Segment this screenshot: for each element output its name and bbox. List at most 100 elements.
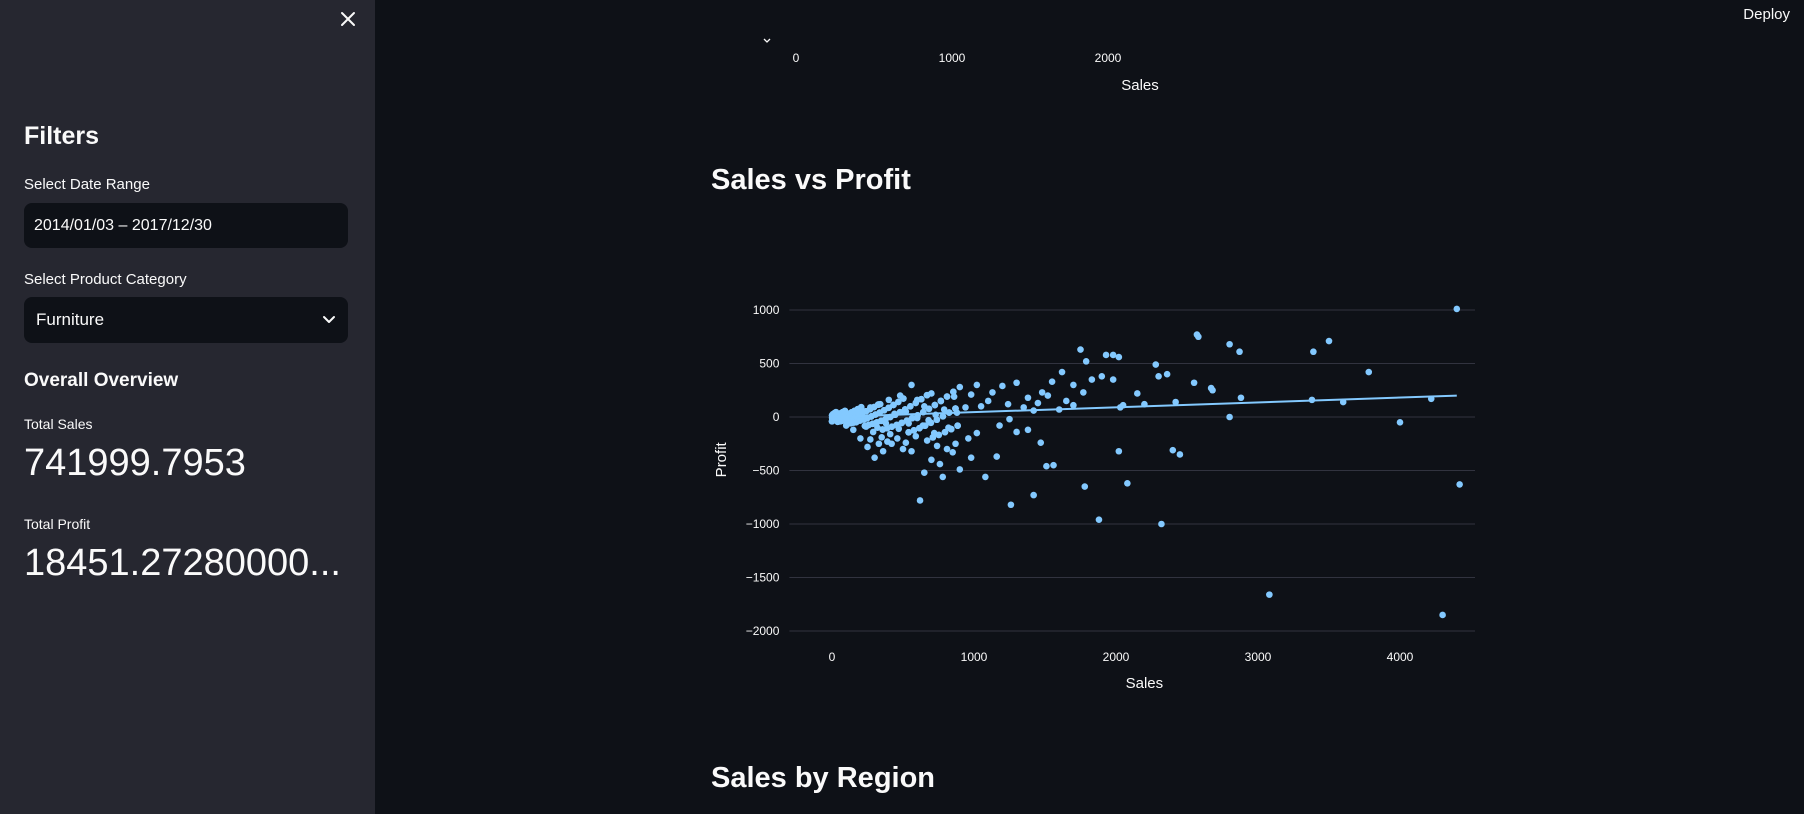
scatter-point [1109, 376, 1117, 383]
scatter-point [933, 416, 941, 424]
scatter-point [1013, 428, 1020, 436]
scatter-point [933, 442, 941, 450]
scatter-point [869, 428, 877, 436]
scatter-point [918, 395, 925, 403]
scatter-point [908, 381, 915, 389]
scatter-point [923, 391, 931, 399]
scatter-point [1063, 397, 1070, 405]
sales-vs-profit-chart: 1000 500 0 −500 −1000 −1500 −2000 0 1000 2000 3000… [713, 303, 1475, 692]
scatter-point [905, 429, 912, 436]
scatter-point [928, 456, 935, 464]
date-range-input[interactable]: 2014/01/03 – 2017/12/30 [24, 203, 348, 248]
scatter-point [950, 388, 957, 396]
scatter-point [873, 419, 881, 426]
scatter-point [1266, 591, 1273, 598]
scatter-point [884, 438, 891, 445]
sales-vs-profit-title: Sales vs Profit [711, 164, 911, 196]
scatter-point [1006, 415, 1013, 423]
scatter-point [898, 419, 905, 427]
scatter-point [1115, 353, 1123, 361]
scatter-point [1365, 368, 1373, 376]
x-axis-label: Sales [1126, 675, 1164, 692]
scatter-point [1058, 368, 1066, 376]
trendline [831, 394, 1457, 418]
scatter-point [1152, 361, 1160, 368]
scatter-point [893, 421, 900, 429]
close-sidebar-button[interactable] [335, 6, 361, 32]
scatter-point [936, 460, 944, 468]
x-tick-label: 3000 [1245, 650, 1272, 664]
scatter-point [939, 413, 947, 420]
chevron-small-icon [763, 38, 771, 43]
scatter-point [962, 404, 969, 411]
deploy-button[interactable]: Deploy [1743, 6, 1790, 23]
scatter-point [1044, 392, 1052, 399]
total-profit-label: Total Profit [24, 516, 91, 532]
scatter-point [943, 393, 951, 400]
scatter-point [899, 445, 907, 453]
date-range-label: Select Date Range [24, 176, 150, 193]
main-content: Deploy 0 1000 2000 3000 4000 Sales Sales vs P… [375, 0, 1804, 814]
scatter-point [1109, 351, 1117, 359]
scatter-point [874, 401, 882, 408]
y-tick-label: 0 [773, 410, 780, 424]
y-tick-label: −1000 [746, 517, 780, 531]
scatter-point [864, 443, 871, 451]
scatter-point [1134, 390, 1141, 397]
scatter-point [1070, 401, 1077, 409]
scatter-point [954, 422, 961, 430]
scatter-point [885, 396, 893, 404]
category-select[interactable]: Furniture [24, 297, 348, 343]
scatter-point [1048, 378, 1056, 385]
scatter-point [1325, 337, 1333, 345]
scatter-point [956, 383, 964, 391]
top-chart-x-tick: 2000 [1095, 51, 1122, 65]
scatter-point [903, 417, 911, 424]
scatter-point [1226, 340, 1233, 348]
scatter-point [1077, 346, 1084, 353]
scatter-point [984, 397, 992, 405]
scatter-point [912, 399, 920, 407]
scatter-point [921, 469, 928, 476]
close-icon [341, 12, 355, 26]
scatter-point [965, 435, 972, 442]
scatter-point [832, 408, 840, 416]
scatter-point [967, 391, 975, 398]
scatter-point [1176, 451, 1184, 458]
scatter-point [967, 454, 975, 461]
scatter-point [929, 434, 937, 441]
scatter-point [1396, 419, 1404, 426]
x-tick-label: 2000 [1103, 650, 1130, 664]
total-profit-value: 18451.27280000... [24, 542, 341, 584]
scatter-point [996, 422, 1003, 429]
x-tick-label: 0 [829, 650, 836, 664]
scatter-point [1158, 520, 1165, 528]
scatter-point [1207, 384, 1215, 392]
top-chart-x-label: Sales [1121, 77, 1159, 94]
scatter-point [1155, 373, 1162, 380]
scatter-point [977, 403, 985, 410]
scatter-point [1050, 461, 1057, 469]
scatter-point [939, 473, 947, 481]
top-chart-chevron [762, 32, 772, 43]
scatter-point [1237, 394, 1245, 402]
scatter-point [952, 440, 959, 448]
y-tick-label: −500 [752, 464, 779, 478]
scatter-point [921, 422, 929, 429]
scatter-point [1082, 358, 1090, 365]
scatter-point [950, 393, 958, 400]
top-chart-x-tick: 0 [793, 51, 800, 65]
scatter-point [857, 435, 864, 442]
scatter-point [916, 424, 923, 432]
scatter-point [910, 427, 918, 434]
x-tick-label: 1000 [961, 650, 988, 664]
scatter-point [1115, 447, 1123, 455]
scatter-point [1124, 480, 1131, 487]
scatter-point [982, 473, 989, 481]
scatter-point [999, 382, 1006, 390]
scatter-point [935, 431, 943, 439]
scatter-point [879, 447, 887, 455]
scatter-point [925, 405, 933, 413]
category-select-value: Furniture [36, 310, 105, 329]
date-range-value: 2014/01/03 – 2017/12/30 [34, 216, 212, 234]
